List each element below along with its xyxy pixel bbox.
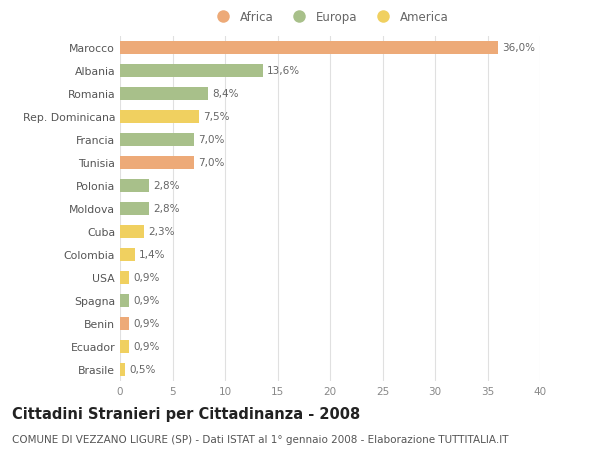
Bar (120, 294, 130, 307)
Text: 1,4%: 1,4% (139, 250, 166, 260)
Text: 0,9%: 0,9% (134, 296, 160, 306)
Text: 0,9%: 0,9% (134, 319, 160, 329)
Bar (120, 317, 130, 330)
Text: 0,5%: 0,5% (130, 364, 156, 375)
Text: 36,0%: 36,0% (502, 43, 535, 53)
Text: 8,4%: 8,4% (212, 89, 239, 99)
Bar (120, 248, 134, 261)
Bar (120, 271, 130, 284)
Text: 2,8%: 2,8% (154, 204, 180, 214)
Bar (120, 42, 498, 55)
Bar (120, 65, 263, 78)
Text: 2,3%: 2,3% (148, 227, 175, 237)
Text: 0,9%: 0,9% (134, 341, 160, 352)
Legend: Africa, Europa, America: Africa, Europa, America (211, 11, 449, 24)
Text: 13,6%: 13,6% (267, 66, 300, 76)
Text: 7,0%: 7,0% (198, 158, 224, 168)
Text: 7,0%: 7,0% (198, 135, 224, 145)
Bar (120, 157, 193, 169)
Text: 2,8%: 2,8% (154, 181, 180, 191)
Text: 7,5%: 7,5% (203, 112, 229, 122)
Bar (120, 363, 125, 376)
Bar (120, 88, 208, 101)
Bar (120, 134, 193, 146)
Text: 0,9%: 0,9% (134, 273, 160, 283)
Bar (120, 340, 130, 353)
Text: Cittadini Stranieri per Cittadinanza - 2008: Cittadini Stranieri per Cittadinanza - 2… (12, 406, 360, 421)
Text: COMUNE DI VEZZANO LIGURE (SP) - Dati ISTAT al 1° gennaio 2008 - Elaborazione TUT: COMUNE DI VEZZANO LIGURE (SP) - Dati IST… (12, 434, 509, 444)
Bar (120, 111, 199, 123)
Bar (120, 202, 149, 215)
Bar (120, 179, 149, 192)
Bar (120, 225, 144, 238)
